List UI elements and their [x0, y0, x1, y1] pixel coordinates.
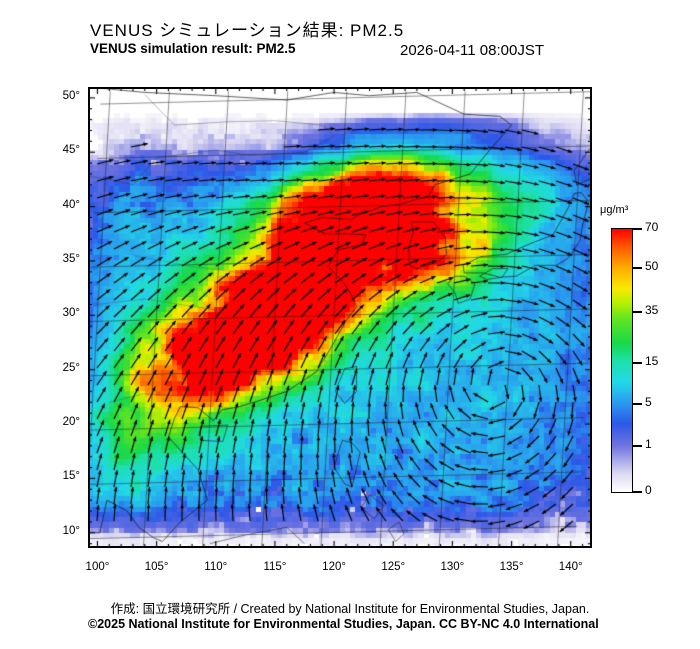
y-axis-tick-25: 25° [62, 361, 80, 374]
pm25-concentration-map [88, 87, 592, 548]
timestamp-label: 2026-04-11 08:00JST [400, 42, 544, 59]
y-axis-tick-10: 10° [62, 524, 80, 537]
y-axis-tick-45: 45° [62, 144, 80, 157]
colorbar [611, 228, 633, 493]
x-axis-tick-105: 105° [144, 561, 169, 573]
y-axis-tick-35: 35° [62, 252, 80, 265]
x-axis-tick-115: 115° [263, 561, 287, 573]
colorbar-tickmark-50 [633, 267, 642, 269]
y-axis-tick-20: 20° [62, 416, 80, 429]
x-axis-tick-140: 140° [558, 561, 583, 573]
colorbar-tick-15: 15 [645, 354, 659, 368]
colorbar-tickmark-15 [633, 362, 642, 364]
colorbar-tick-5: 5 [645, 395, 652, 409]
x-axis-tick-120: 120° [322, 561, 346, 573]
y-axis-tick-15: 15° [62, 470, 80, 483]
credit-line-license: ©2025 National Institute for Environment… [88, 617, 599, 631]
colorbar-tickmark-70 [633, 228, 642, 230]
y-axis-tick-50: 50° [62, 89, 80, 102]
colorbar-tick-1: 1 [645, 437, 652, 451]
colorbar-tick-70: 70 [645, 220, 659, 234]
x-axis-tick-110: 110° [204, 561, 228, 573]
x-axis-tick-135: 135° [499, 561, 524, 573]
x-axis-tick-100: 100° [85, 561, 110, 573]
x-axis-tick-130: 130° [440, 561, 465, 573]
colorbar-tickmark-35 [633, 311, 642, 313]
y-axis-tick-30: 30° [62, 307, 80, 320]
colorbar-gradient [611, 228, 633, 493]
x-axis-tick-125: 125° [381, 561, 406, 573]
colorbar-tick-0: 0 [645, 483, 652, 497]
colorbar-tickmark-5 [633, 403, 642, 405]
colorbar-tickmark-0 [633, 491, 642, 493]
y-axis-tick-40: 40° [62, 198, 80, 211]
page-title-japanese: VENUS シミュレーション結果: PM2.5 [90, 21, 405, 40]
map-plot-area [88, 87, 592, 548]
page-title-english: VENUS simulation result: PM2.5 [90, 41, 296, 56]
colorbar-tickmark-1 [633, 445, 642, 447]
colorbar-tick-50: 50 [645, 259, 659, 273]
colorbar-tick-35: 35 [645, 303, 659, 317]
credit-line-japanese: 作成: 国立環境研究所 / Created by National Instit… [110, 602, 590, 616]
colorbar-unit-label: μg/m³ [600, 204, 629, 216]
